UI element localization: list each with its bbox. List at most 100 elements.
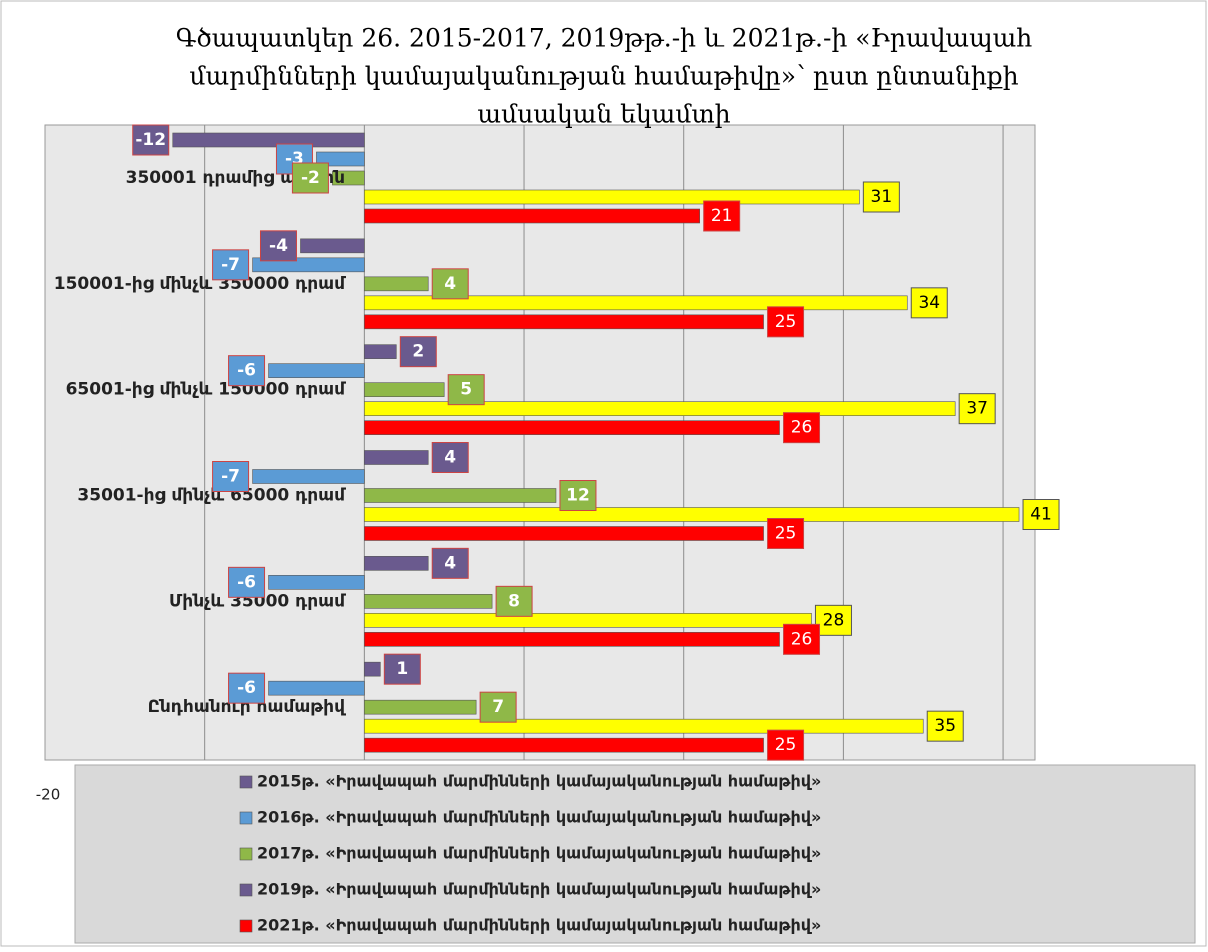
data-label-box: [291, 162, 329, 194]
data-label-box: [212, 249, 250, 281]
data-label: 4: [444, 448, 456, 468]
legend-label: 2017թ. «Իրավապահ մարմինների կամայականութ…: [257, 844, 821, 863]
data-label: 4: [444, 274, 456, 294]
data-label: -4: [269, 236, 288, 256]
data-label: 2: [412, 342, 424, 362]
data-label: 8: [508, 591, 520, 611]
bar: [364, 661, 381, 677]
data-label: -7: [221, 255, 240, 275]
category-label: 150001-ից մինչև 350000 դրամ: [54, 274, 346, 294]
bar: [300, 238, 365, 254]
category-label: 65001-ից մինչև 150000 դրամ: [66, 380, 346, 400]
bar: [364, 556, 429, 571]
bar: [364, 737, 764, 753]
bar: [364, 526, 764, 541]
legend-swatch: [239, 811, 253, 825]
x-tick-label: -20: [36, 786, 61, 804]
bar: [172, 132, 365, 148]
data-label: 34: [918, 293, 940, 313]
legend-swatch: [239, 919, 253, 933]
data-label-box: [767, 729, 805, 761]
data-label-box: [926, 710, 964, 742]
data-label-box: [783, 412, 821, 444]
category-label: Մինչև 35000 դրամ: [169, 591, 346, 611]
legend-label: 2021թ. «Իրավապահ մարմինների կամայականութ…: [257, 916, 821, 935]
data-label-box: [767, 518, 805, 549]
data-label-box: [228, 672, 266, 704]
bar: [364, 420, 780, 435]
category-label: 35001-ից մինչև 65000 դրամ: [77, 486, 346, 506]
legend-box: [74, 764, 1196, 944]
bar: [364, 507, 1020, 522]
data-label: -2: [301, 168, 320, 188]
bar: [364, 189, 860, 205]
data-label-box: [399, 336, 437, 368]
bar: [364, 276, 429, 292]
data-label: -6: [237, 572, 256, 592]
data-label-box: [862, 181, 900, 213]
data-label: 41: [1030, 505, 1052, 525]
data-label-box: [212, 461, 250, 492]
legend-label: 2019թ. «Իրավապահ մարմինների կամայականութ…: [257, 880, 821, 899]
bar: [364, 718, 924, 734]
bar: [268, 680, 365, 696]
category-label: Ընդհանուր համաթիվ: [148, 697, 346, 717]
bar: [268, 575, 365, 590]
bar: [252, 257, 365, 273]
data-label: 1: [396, 659, 408, 679]
data-label-box: [228, 355, 266, 387]
data-label: -12: [135, 130, 166, 150]
bar: [364, 450, 429, 465]
bar: [268, 363, 365, 378]
data-label-box: [1022, 499, 1060, 530]
data-label: 4: [444, 553, 456, 573]
data-label-box: [910, 287, 948, 319]
data-label-box: [228, 566, 266, 598]
bar: [364, 594, 493, 609]
legend-label: 2016թ. «Իրավապահ մարմինների կամայականութ…: [257, 808, 821, 827]
data-label-box: [958, 393, 996, 425]
bar: [364, 382, 445, 397]
legend-label: 2015թ. «Իրավապահ մարմինների կամայականութ…: [257, 772, 821, 791]
data-label-box: [447, 374, 485, 406]
bar: [364, 699, 477, 715]
data-label: 35: [934, 716, 956, 736]
data-label-box: [259, 230, 297, 262]
data-label-box: [431, 268, 469, 300]
legend-swatch: [239, 883, 253, 897]
data-label-box: [814, 604, 852, 636]
chart-title: մարմինների կամայականության համաթիվը»՝ ըս…: [189, 62, 1018, 91]
data-label: 7: [492, 697, 504, 717]
data-label-box: [132, 124, 170, 156]
chart-title: ամսական եկամտի: [477, 100, 730, 129]
chart-title: Գծապատկեր 26. 2015-2017, 2019թթ.-ի և 202…: [176, 24, 1033, 53]
data-label-box: [431, 442, 469, 473]
bar: [252, 469, 365, 484]
data-label: 25: [775, 312, 797, 332]
data-label-box: [559, 480, 597, 511]
data-label-box: [495, 585, 533, 617]
data-label-box: [479, 691, 517, 723]
legend-swatch: [239, 775, 253, 789]
data-label: -7: [221, 467, 240, 487]
bar: [332, 170, 365, 186]
data-label: 25: [775, 524, 797, 544]
data-label: 26: [791, 629, 813, 649]
bar: [364, 488, 557, 503]
bar: [364, 632, 780, 647]
data-label: 5: [460, 380, 472, 400]
data-label: 28: [823, 610, 845, 630]
bar: [364, 314, 764, 330]
data-label: -6: [237, 361, 256, 381]
data-label-box: [431, 547, 469, 579]
data-label-box: [783, 623, 821, 655]
bar: [364, 208, 700, 224]
data-label: -6: [237, 678, 256, 698]
data-label: 25: [775, 735, 797, 755]
data-label: 26: [791, 418, 813, 438]
data-label: 31: [871, 187, 893, 207]
data-label-box: [383, 653, 421, 685]
data-label: 12: [566, 486, 590, 506]
data-label-box: [703, 200, 741, 232]
